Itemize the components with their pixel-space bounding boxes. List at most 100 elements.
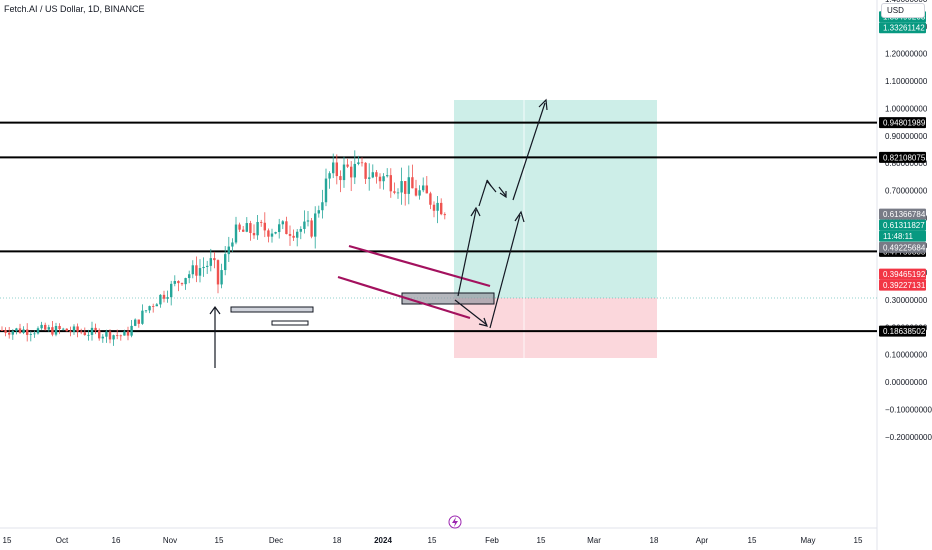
price-tag-green-text: 0.61311827 (883, 221, 925, 230)
time-tick-label: Nov (163, 536, 177, 545)
channel-upper-line[interactable] (348, 244, 491, 288)
candle-body (411, 177, 414, 189)
price-tag-green-text: 11:48:11 (883, 232, 914, 241)
arrow-up-leg-2 (489, 214, 521, 329)
candle-body (281, 221, 284, 225)
currency-selector[interactable]: USD (881, 3, 925, 18)
projection-arrows[interactable] (209, 98, 548, 368)
time-axis[interactable]: 15 Oct 16 Nov 15 Dec 18 2024 15 Feb 15 Mar 18 Apr 15 Ma… (3, 536, 863, 545)
candle-body (29, 334, 32, 335)
candle-body (443, 214, 446, 216)
price-tick-label: 1.00000000 (885, 104, 928, 113)
candle-body (51, 327, 54, 335)
price-tick-label: 1.10000000 (885, 77, 928, 86)
chart-title: Fetch.AI / US Dollar, 1D, BINANCE (4, 4, 145, 14)
candle-body (90, 327, 94, 335)
candle-body (137, 319, 140, 324)
price-tag-red-text: 0.39465192 (883, 270, 926, 279)
arrow-up-nov-head (209, 305, 221, 315)
candle-body (108, 331, 112, 340)
candle-body (375, 172, 378, 177)
candle-body (418, 190, 421, 196)
arrow-down-head (478, 317, 488, 327)
candle-body (33, 333, 36, 335)
candle-body (360, 162, 364, 164)
candle-body (234, 224, 238, 243)
candle-body (101, 336, 104, 339)
candle-body (18, 328, 22, 333)
price-tick-label: 0.90000000 (885, 132, 928, 141)
time-tick-label: 18 (650, 536, 659, 545)
candle-body (288, 234, 292, 236)
candle-body (270, 233, 274, 237)
time-tick-label: Feb (485, 536, 499, 545)
candle-body (393, 191, 396, 193)
candle-body (339, 176, 342, 181)
plot-area[interactable] (0, 0, 877, 528)
time-tick-label: Mar (587, 536, 601, 545)
level-price-tag (879, 117, 926, 129)
candle-body (112, 335, 115, 340)
candle-body (224, 254, 227, 271)
candle-body (36, 328, 40, 334)
candle-body (378, 176, 382, 182)
candle-body (436, 202, 439, 211)
candle-body (292, 235, 295, 238)
entry-box[interactable] (401, 292, 495, 305)
price-tag-red (879, 279, 926, 291)
price-tick-label: 0.70000000 (885, 187, 928, 196)
arrow-zigzag-2 (498, 186, 507, 197)
candle-body (159, 294, 162, 305)
time-tick-label: 18 (333, 536, 342, 545)
price-tags: 0.948019890.821080750.477598350.18638502… (879, 11, 926, 337)
candle-body (357, 162, 360, 164)
candle-body (425, 185, 428, 194)
price-tick-label: 0.00000000 (885, 378, 928, 387)
candle-body (72, 326, 76, 332)
candle-body (119, 335, 122, 337)
horizontal-levels[interactable] (0, 121, 877, 333)
price-tag-green (879, 219, 926, 231)
price-tag-red (879, 268, 926, 280)
profit-zone[interactable] (454, 100, 657, 298)
candle-body (116, 335, 119, 337)
candle-body (263, 222, 266, 231)
level-price-tag (879, 151, 926, 163)
candle-body (440, 202, 443, 215)
lightning-icon[interactable] (448, 515, 462, 529)
candle-body (58, 325, 61, 330)
time-tick-label: Dec (269, 536, 283, 545)
candle-body (87, 334, 90, 336)
candle-body (249, 223, 252, 234)
level-price-tag-text: 0.94801989 (883, 119, 926, 128)
candle-body (267, 230, 270, 237)
range-box-dec[interactable] (230, 306, 314, 313)
candle-body (141, 310, 144, 324)
time-tick-label: 15 (3, 536, 12, 545)
candle-body (191, 265, 194, 275)
candle-body (188, 274, 191, 279)
candle-body (170, 283, 173, 298)
price-tick-label: 1.20000000 (885, 50, 928, 59)
candle-body (209, 258, 212, 266)
candle-body (162, 294, 166, 299)
candle-body (47, 327, 50, 330)
candle-body (342, 164, 346, 181)
candle-body (173, 281, 176, 284)
candle-body (80, 331, 83, 333)
candle-body (396, 192, 400, 194)
candle-body (278, 224, 281, 233)
candle-body (353, 163, 356, 178)
candle-body (296, 231, 299, 238)
candle-body (152, 306, 155, 307)
arrow-up-head-3 (538, 98, 548, 111)
range-box-small[interactable] (271, 320, 309, 326)
loss-zone[interactable] (454, 298, 657, 358)
candle-body (332, 162, 335, 174)
channel-lower-line[interactable] (337, 275, 471, 320)
candle-body (148, 306, 151, 311)
arrow-down-leg (454, 299, 488, 326)
price-tag-green (879, 230, 926, 242)
candle-body (335, 162, 338, 177)
